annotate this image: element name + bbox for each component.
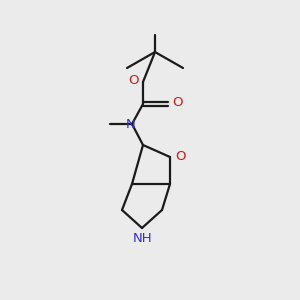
Text: O: O bbox=[172, 97, 182, 110]
Text: NH: NH bbox=[133, 232, 153, 245]
Text: N: N bbox=[126, 118, 136, 130]
Text: O: O bbox=[175, 149, 185, 163]
Text: O: O bbox=[128, 74, 139, 88]
